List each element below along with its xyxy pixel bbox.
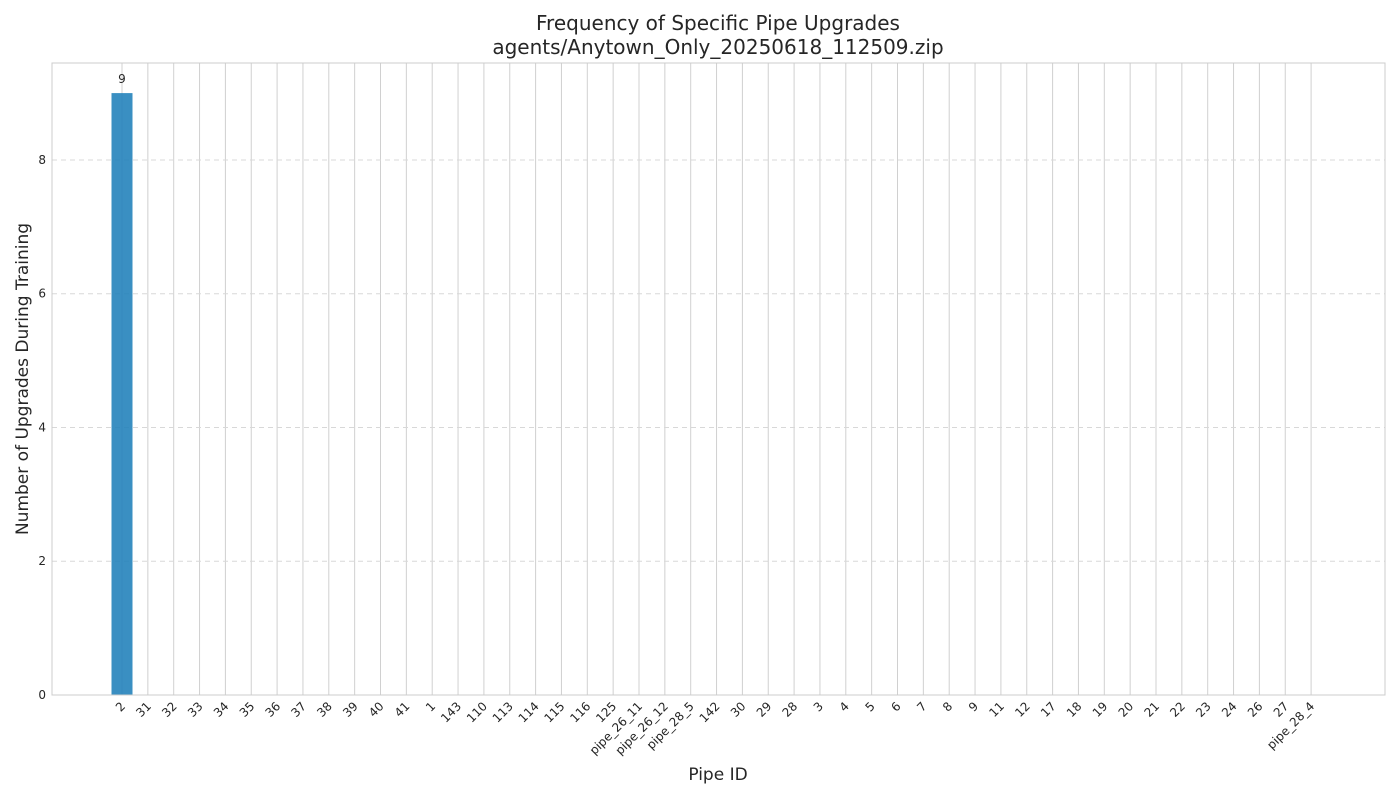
x-tick-label: 34 (211, 699, 232, 720)
x-tick-label: 1 (423, 699, 438, 714)
chart-title: Frequency of Specific Pipe Upgrades (536, 11, 900, 35)
x-tick-label: 8 (940, 699, 955, 714)
x-tick-label: 4 (837, 699, 852, 714)
x-tick-label: 40 (366, 699, 387, 720)
x-tick-label: 20 (1116, 699, 1137, 720)
x-tick-label: 6 (888, 699, 903, 714)
x-tick-label: 24 (1219, 699, 1240, 720)
x-tick-label: 27 (1271, 699, 1292, 720)
bar-layer (111, 93, 133, 696)
grid-layer (52, 63, 1385, 695)
x-tick-label: 116 (567, 699, 593, 725)
x-tick-label: 26 (1245, 699, 1266, 720)
x-tick-label: 9 (966, 699, 981, 714)
data-label: 9 (118, 72, 126, 86)
y-tick-label: 4 (38, 420, 46, 434)
x-tick-label: 3 (811, 699, 826, 714)
x-tick-label: 28 (780, 699, 801, 720)
plot-frame (51, 62, 1386, 696)
x-tick-label: 142 (697, 699, 723, 725)
x-tick-label: 37 (288, 699, 309, 720)
y-tick-label: 8 (38, 153, 46, 167)
x-tick-label: 29 (754, 699, 775, 720)
x-tick-label: 39 (340, 699, 361, 720)
x-tick-label: 5 (862, 699, 877, 714)
x-tick-label: 19 (1090, 699, 1111, 720)
x-tick-label: 30 (728, 699, 749, 720)
x-tick-label: 38 (314, 699, 335, 720)
x-tick-label: 36 (263, 699, 284, 720)
x-tick-label: 110 (464, 699, 490, 725)
x-tick-label: 21 (1141, 699, 1162, 720)
y-tick-label: 2 (38, 554, 46, 568)
x-tick-label: 32 (159, 699, 180, 720)
x-tick-label: 143 (438, 699, 464, 725)
x-tick-label: 7 (914, 699, 929, 714)
x-tick-label: 11 (986, 699, 1007, 720)
y-tick-label: 0 (38, 688, 46, 702)
y-tick-label: 6 (38, 287, 46, 301)
x-tick-label: 31 (133, 699, 154, 720)
x-tick-label: 33 (185, 699, 206, 720)
bar (111, 93, 133, 696)
x-tick-label: 2 (113, 699, 128, 714)
x-tick-label: 12 (1012, 699, 1033, 720)
x-tick-layer: 2 31 32 33 34 35 36 37 38 39 40 41 1 143 110 113 114 115 1… (113, 699, 1317, 757)
x-tick-label: 35 (237, 699, 258, 720)
x-tick-label: 113 (490, 699, 516, 725)
x-tick-label: 23 (1193, 699, 1214, 720)
x-tick-label: 22 (1167, 699, 1188, 720)
y-axis-title: Number of Upgrades During Training (13, 223, 33, 535)
y-tick-layer: 0 2 4 6 8 (38, 153, 46, 702)
x-tick-label: 41 (392, 699, 413, 720)
chart-subtitle: agents/Anytown_Only_20250618_112509.zip (492, 35, 943, 59)
x-tick-label: 17 (1038, 699, 1059, 720)
x-tick-label: 18 (1064, 699, 1085, 720)
data-label-layer: 9 (118, 72, 126, 86)
x-axis-title: Pipe ID (688, 765, 747, 785)
x-tick-label: 114 (516, 699, 542, 725)
x-tick-label: 115 (541, 699, 567, 725)
